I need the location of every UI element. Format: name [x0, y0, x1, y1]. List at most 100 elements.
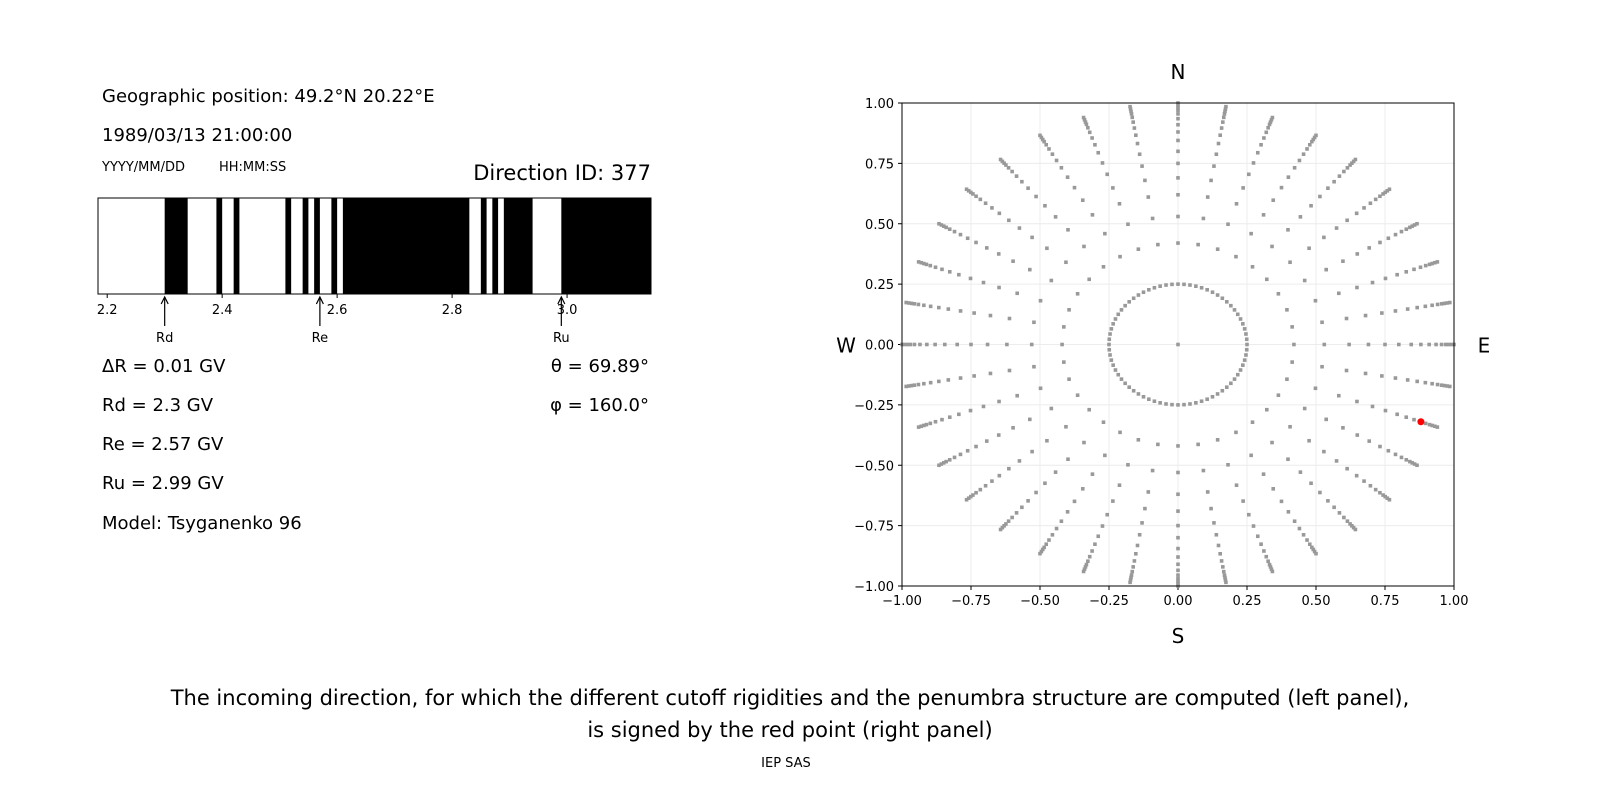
direction-point: [1136, 247, 1141, 251]
direction-point: [1268, 565, 1273, 569]
direction-point: [957, 272, 961, 277]
direction-point: [1049, 406, 1054, 411]
direction-point: [1081, 115, 1086, 120]
direction-point: [1176, 112, 1180, 116]
direction-point: [1205, 490, 1210, 494]
direction-point: [1136, 293, 1141, 297]
x-tick-label: 1.00: [1440, 594, 1469, 609]
direction-point: [1205, 287, 1209, 292]
direction-point: [1442, 301, 1447, 306]
direction-point: [997, 211, 1002, 216]
direction-point: [1285, 377, 1289, 381]
direction-point: [1410, 224, 1415, 228]
direction-point: [1373, 197, 1378, 202]
direction-point: [1410, 461, 1415, 465]
direction-point: [974, 240, 978, 245]
arrow-head-icon: [160, 295, 169, 305]
direction-point: [1147, 397, 1151, 402]
direction-point: [916, 382, 921, 387]
direction-point: [1311, 137, 1316, 142]
direction-point: [1250, 420, 1255, 424]
direction-point: [1292, 342, 1296, 347]
direction-point: [1318, 194, 1322, 199]
direction-point: [1146, 490, 1151, 494]
direction-point: [1241, 363, 1245, 367]
direction-point: [1430, 261, 1434, 266]
direction-point: [1105, 172, 1110, 177]
direction-point: [904, 300, 908, 305]
direction-point: [1140, 521, 1144, 525]
model: Model: Tsyganenko 96: [102, 513, 302, 534]
direction-point: [974, 490, 978, 495]
direction-point: [1285, 308, 1289, 312]
direction-point: [1017, 226, 1022, 230]
direction-point: [1264, 554, 1269, 559]
direction-point: [1381, 192, 1385, 196]
direction-point: [1150, 468, 1155, 473]
direction-point: [1164, 283, 1168, 287]
direction-point: [1215, 293, 1220, 297]
direction-point: [1370, 404, 1375, 409]
direction-point: [1218, 133, 1222, 138]
direction-point: [1014, 174, 1019, 178]
direction-point: [952, 229, 957, 234]
direction-point: [1109, 327, 1114, 331]
direction-point: [1214, 152, 1219, 157]
direction-point: [912, 383, 917, 387]
direction-point: [1286, 228, 1290, 232]
direction-point: [1196, 242, 1200, 247]
marker-label: Re: [312, 331, 328, 346]
direction-point: [1292, 519, 1297, 524]
direction-point: [1380, 374, 1384, 378]
direction-point: [1301, 533, 1306, 537]
direction-point: [947, 270, 952, 274]
direction-point: [1176, 106, 1180, 110]
direction-point: [924, 262, 929, 267]
direction-point: [1385, 189, 1390, 193]
direction-point: [1176, 535, 1180, 540]
direction-point: [1238, 317, 1243, 321]
direction-point: [1201, 468, 1206, 473]
direction-point: [1297, 158, 1302, 163]
direction-point: [1128, 580, 1132, 585]
direction-point: [965, 448, 970, 453]
direction-point: [1090, 549, 1094, 553]
direction-point: [928, 380, 933, 385]
forbidden-band: [480, 198, 487, 294]
direction-point: [1302, 278, 1307, 283]
direction-point: [1276, 393, 1281, 398]
direction-point: [1029, 342, 1034, 347]
y-tick-label: 0.25: [865, 278, 894, 293]
direction-point: [1219, 559, 1224, 563]
x-tick-label: 2.6: [327, 303, 348, 318]
direction-point: [1309, 481, 1313, 486]
direction-point: [988, 371, 993, 376]
direction-point: [1314, 551, 1318, 556]
direction-point: [1006, 519, 1011, 523]
compass-north: N: [1171, 60, 1186, 84]
marker-label: Ru: [553, 331, 570, 346]
direction-point: [958, 376, 963, 380]
direction-point: [1423, 421, 1428, 426]
direction-point: [1134, 551, 1138, 556]
direction-point: [1344, 368, 1349, 373]
direction-point: [1345, 166, 1350, 170]
x-tick-label: −1.00: [882, 594, 922, 609]
direction-point: [1170, 282, 1174, 287]
compass-south: S: [1172, 624, 1185, 648]
direction-point: [1261, 213, 1266, 217]
direction-point: [916, 425, 921, 429]
direction-point: [1266, 559, 1270, 564]
direction-point: [1381, 493, 1385, 497]
penumbra-frame: [97, 197, 652, 295]
direction-point: [1298, 215, 1303, 219]
direction-point: [1176, 282, 1180, 286]
direction-point: [1427, 262, 1432, 267]
x-tick-label: −0.25: [1089, 594, 1129, 609]
forbidden-band: [561, 198, 651, 294]
direction-point: [1423, 263, 1428, 268]
direction-point: [902, 342, 907, 347]
credit: IEP SAS: [761, 756, 811, 771]
direction-point: [983, 483, 988, 488]
caption-line-1: The incoming direction, for which the di…: [170, 686, 1410, 710]
